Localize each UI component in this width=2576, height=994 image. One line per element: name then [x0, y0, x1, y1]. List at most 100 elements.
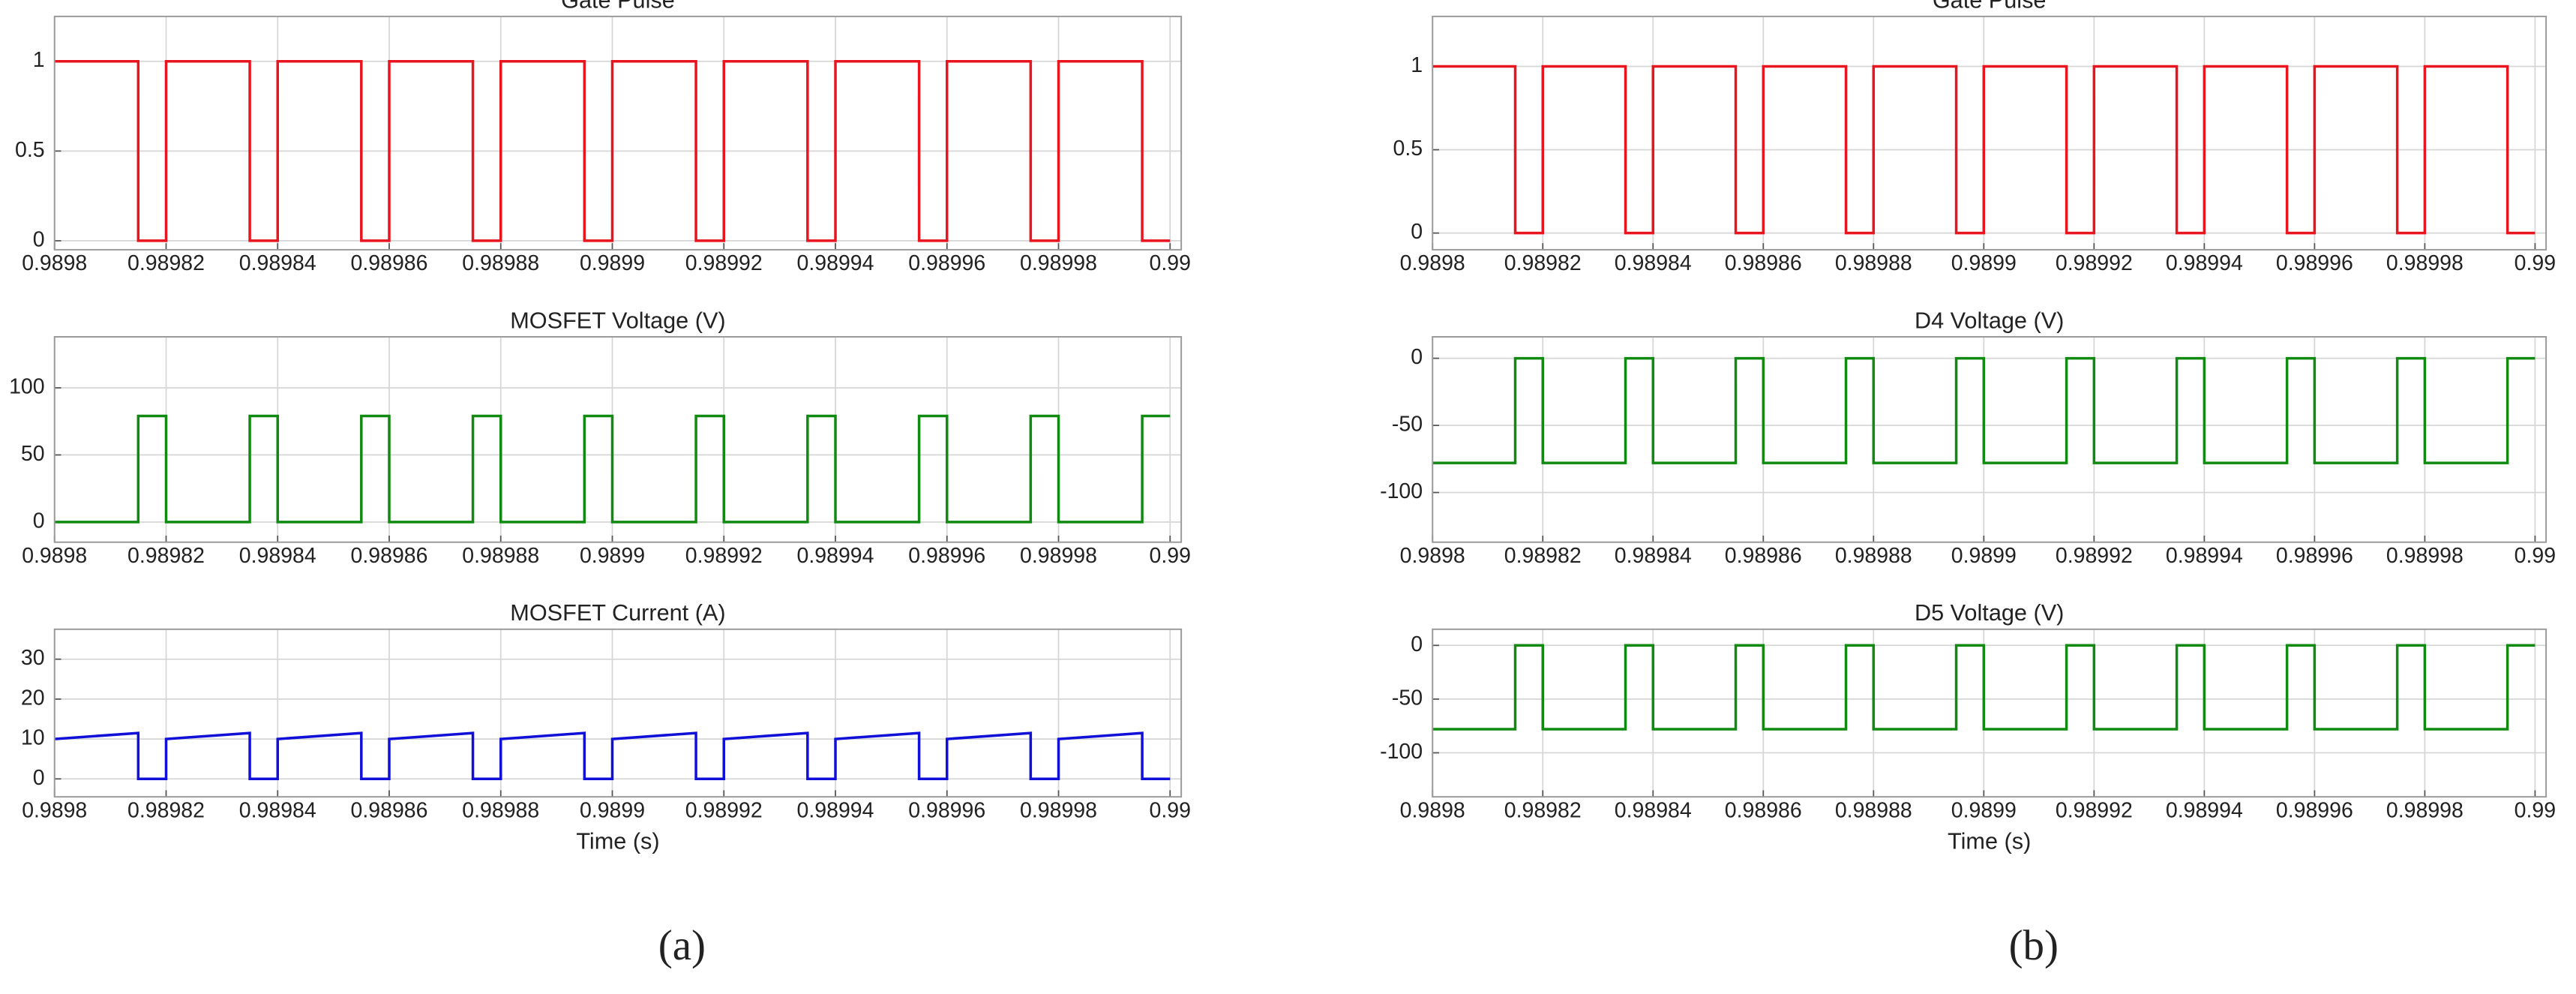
- chart-title: Gate Pulse: [561, 0, 675, 13]
- x-tick-label: 0.98984: [239, 251, 316, 275]
- chart-title: MOSFET Current (A): [510, 600, 725, 626]
- plot-frame: [1432, 335, 2548, 543]
- y-tick-label: 1: [33, 48, 45, 72]
- x-tick-label: 0.98992: [2056, 544, 2133, 568]
- y-tick-label: -100: [1380, 479, 1423, 503]
- y-tick-label: 0: [33, 227, 45, 251]
- chart-title: D5 Voltage (V): [1915, 600, 2064, 626]
- y-tick-label: 0: [1411, 220, 1423, 244]
- x-tick-label: 0.98992: [2056, 251, 2133, 275]
- x-tick-label: 0.98992: [2056, 798, 2133, 822]
- x-tick-label: 0.98994: [797, 251, 874, 275]
- x-tick-label: 0.98982: [127, 544, 205, 568]
- x-axis-label: Time (s): [1948, 829, 2031, 854]
- x-tick-label: 0.98982: [127, 251, 205, 275]
- chart-title: Gate Pulse: [1933, 0, 2047, 13]
- signal-line: [1432, 356, 2536, 464]
- x-tick-label: 0.98984: [239, 544, 316, 568]
- x-tick-label: 0.98998: [2386, 251, 2464, 275]
- plot-frame: [1432, 15, 2548, 251]
- x-tick-label: 0.98988: [462, 798, 539, 822]
- x-tick-label: 0.9898: [1400, 544, 1465, 568]
- y-tick-label: -50: [1392, 686, 1423, 710]
- x-tick-label: 0.98986: [1725, 544, 1802, 568]
- x-tick-label: 0.98988: [462, 251, 539, 275]
- signal-line: [1432, 644, 2536, 731]
- x-tick-label: 0.99: [2515, 544, 2556, 568]
- x-tick-label: 0.98998: [1020, 798, 1097, 822]
- x-tick-label: 0.9898: [22, 251, 87, 275]
- plot-content: [54, 59, 1171, 242]
- x-tick-label: 0.99: [1150, 798, 1191, 822]
- x-tick-label: 0.98998: [2386, 798, 2464, 822]
- y-tick-label: 20: [21, 686, 45, 710]
- x-tick-label: 0.98992: [685, 544, 763, 568]
- x-tick-label: 0.9898: [1400, 798, 1465, 822]
- x-tick-label: 0.98996: [2276, 251, 2353, 275]
- x-tick-label: 0.9898: [22, 544, 87, 568]
- plot-frame: [53, 628, 1183, 798]
- x-tick-label: 0.98992: [685, 798, 763, 822]
- signal-line: [54, 731, 1171, 781]
- x-tick-label: 0.98986: [1725, 798, 1802, 822]
- plot-area: [1432, 629, 2547, 797]
- chart-title: D4 Voltage (V): [1915, 308, 2064, 333]
- y-tick-label: 0: [33, 509, 45, 533]
- x-tick-label: 0.98986: [351, 251, 428, 275]
- x-tick-label: 0.98988: [1835, 544, 1912, 568]
- x-tick-label: 0.9899: [580, 798, 645, 822]
- y-tick-label: 30: [21, 646, 45, 670]
- x-tick-label: 0.99: [2515, 798, 2556, 822]
- y-tick-label: 0.5: [15, 138, 45, 162]
- plot-content: [1432, 356, 2536, 464]
- x-tick-label: 0.99: [1150, 544, 1191, 568]
- y-tick-label: -100: [1380, 740, 1423, 764]
- x-tick-label: 0.98984: [239, 798, 316, 822]
- signal-line: [1432, 65, 2536, 235]
- caption: (b): [2009, 922, 2059, 969]
- x-tick-label: 0.9899: [1951, 798, 2017, 822]
- x-tick-label: 0.98998: [1020, 544, 1097, 568]
- x-tick-label: 0.9899: [580, 251, 645, 275]
- signal-line: [54, 414, 1171, 524]
- y-tick-label: 0: [1411, 345, 1423, 369]
- y-tick-label: 10: [21, 726, 45, 750]
- x-tick-label: 0.98982: [1504, 798, 1582, 822]
- x-tick-label: 0.98982: [127, 798, 205, 822]
- x-tick-label: 0.98988: [1835, 798, 1912, 822]
- x-tick-label: 0.98996: [2276, 798, 2353, 822]
- x-tick-label: 0.98994: [797, 544, 874, 568]
- x-tick-label: 0.98996: [908, 544, 985, 568]
- y-tick-label: -50: [1392, 413, 1423, 437]
- x-tick-label: 0.98994: [2166, 798, 2243, 822]
- plot-area: [1432, 336, 2547, 542]
- x-tick-label: 0.98986: [1725, 251, 1802, 275]
- x-tick-label: 0.98994: [2166, 544, 2243, 568]
- x-tick-label: 0.98996: [908, 798, 985, 822]
- x-tick-label: 0.99: [2515, 251, 2556, 275]
- x-tick-label: 0.9898: [22, 798, 87, 822]
- x-tick-label: 0.9899: [580, 544, 645, 568]
- signal-line: [54, 59, 1171, 242]
- x-tick-label: 0.98982: [1504, 544, 1582, 568]
- x-tick-label: 0.98996: [908, 251, 985, 275]
- x-tick-label: 0.98994: [2166, 251, 2243, 275]
- y-tick-label: 0.5: [1393, 137, 1423, 161]
- x-tick-label: 0.98988: [462, 544, 539, 568]
- plot-area: [54, 629, 1182, 797]
- chart-title: MOSFET Voltage (V): [510, 308, 725, 333]
- plot-frame: [1432, 628, 2548, 798]
- y-tick-label: 100: [9, 374, 45, 398]
- x-tick-label: 0.98984: [1615, 251, 1692, 275]
- x-tick-label: 0.98984: [1615, 544, 1692, 568]
- plot-frame: [53, 335, 1183, 543]
- x-axis-label: Time (s): [576, 829, 659, 854]
- x-tick-label: 0.98988: [1835, 251, 1912, 275]
- x-tick-label: 0.98994: [797, 798, 874, 822]
- plot-area: [1432, 16, 2547, 250]
- x-tick-label: 0.9898: [1400, 251, 1465, 275]
- x-tick-label: 0.98996: [2276, 544, 2353, 568]
- plot-content: [1432, 65, 2536, 235]
